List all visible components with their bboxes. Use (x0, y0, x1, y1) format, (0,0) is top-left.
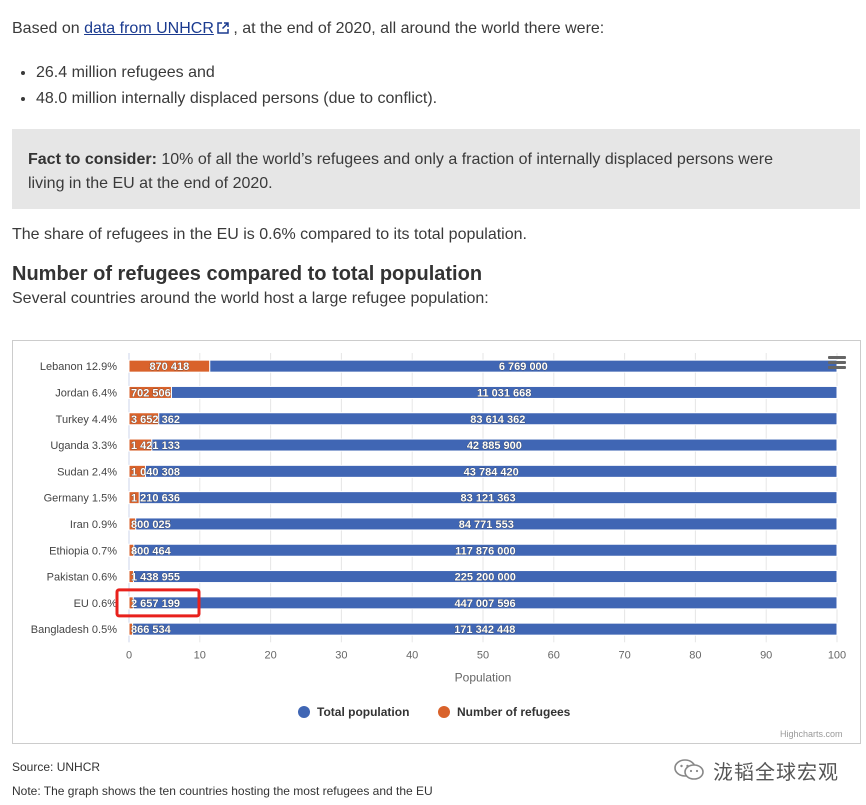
eu-share-text: The share of refugees in the EU is 0.6% … (12, 226, 527, 243)
fact-idps: 48.0 million internally displaced person… (36, 86, 437, 112)
category-label: Iran 0.9% (70, 519, 117, 531)
fact-box-label: Fact to consider: (28, 151, 157, 168)
bar-refugees (128, 359, 211, 373)
x-tick-label: 40 (406, 649, 418, 661)
category-label: Germany 1.5% (44, 493, 118, 505)
section-title: Number of refugees compared to total pop… (12, 263, 483, 285)
chart-menu-icon[interactable] (828, 356, 846, 370)
data-label-refugees: 1 210 636 (131, 493, 180, 505)
bar-refugees (128, 491, 140, 505)
note-text: Note: The graph shows the ten countries … (12, 784, 433, 798)
fact-refugees: 26.4 million refugees and (36, 60, 437, 86)
x-tick-label: 30 (335, 649, 347, 661)
bar-refugees (128, 464, 146, 478)
data-label-total: 225 200 000 (455, 572, 516, 584)
x-tick-label: 90 (760, 649, 772, 661)
external-link-icon (217, 22, 229, 34)
highcharts-credits[interactable]: Highcharts.com (780, 729, 843, 739)
category-label: Sudan 2.4% (57, 466, 117, 478)
x-tick-label: 10 (194, 649, 206, 661)
data-label-total: 43 784 420 (464, 466, 519, 478)
legend-item-total: Total population (317, 705, 409, 719)
eu-highlight-box (115, 588, 201, 618)
legend-symbol-total (298, 706, 310, 718)
bar-refugees (128, 596, 134, 610)
x-tick-label: 100 (828, 649, 846, 661)
data-label-refugees: 2 657 199 (131, 598, 180, 610)
watermark: 泷韬全球宏观 (673, 756, 839, 784)
legend-item-refugees: Number of refugees (457, 705, 571, 719)
data-label-refugees: 3 652 362 (131, 414, 180, 426)
category-label: Bangladesh 0.5% (31, 624, 117, 636)
wechat-icon (674, 759, 704, 780)
data-label-refugees: 866 534 (131, 624, 172, 636)
data-label-refugees: 870 418 (149, 361, 189, 373)
x-tick-label: 60 (548, 649, 560, 661)
x-axis-title: Population (455, 670, 512, 684)
unhcr-data-link[interactable]: data from UNHCR (84, 20, 229, 37)
data-label-total: 447 007 596 (455, 598, 516, 610)
bar-refugees (128, 385, 172, 399)
fact-box-text: 10% of all the world’s refugees and only… (28, 151, 773, 192)
x-tick-label: 80 (689, 649, 701, 661)
watermark-text: 泷韬全球宏观 (713, 761, 839, 784)
data-label-total: 42 885 900 (467, 440, 522, 452)
data-label-total: 6 769 000 (499, 361, 548, 373)
bar-refugees (128, 517, 137, 531)
section-subtitle: Several countries around the world host … (12, 290, 489, 307)
data-label-refugees: 800 025 (131, 519, 171, 531)
category-label: Jordan 6.4% (55, 387, 117, 399)
category-label: Ethiopia 0.7% (49, 545, 117, 557)
data-label-refugees: 1 421 133 (131, 440, 180, 452)
x-tick-label: 50 (477, 649, 489, 661)
data-label-total: 84 771 553 (459, 519, 514, 531)
facts-list: 26.4 million refugees and 48.0 million i… (12, 60, 437, 112)
data-label-total: 171 342 448 (454, 624, 515, 636)
chart-container: 0 10 20 30 40 50 60 70 80 90 100 Lebanon 12.9% 6 769… (12, 340, 861, 744)
x-tick-label: 0 (126, 649, 132, 661)
x-tick-label: 20 (264, 649, 276, 661)
bar-refugees (128, 543, 135, 557)
category-label: Pakistan 0.6% (47, 572, 118, 584)
bar-refugees (128, 570, 134, 584)
bar-refugees (128, 622, 134, 636)
fact-box: Fact to consider: 10% of all the world’s… (12, 129, 860, 209)
source-text: Source: UNHCR (12, 760, 101, 774)
data-label-total: 117 876 000 (455, 545, 516, 557)
bar-refugees (128, 412, 160, 426)
stacked-bar-chart: 0 10 20 30 40 50 60 70 80 90 100 Lebanon 12.9% 6 769… (31, 353, 846, 719)
data-label-refugees: 1 040 308 (131, 466, 180, 478)
bar-refugees (128, 438, 153, 452)
data-label-refugees: 1 438 955 (131, 572, 180, 584)
x-tick-label: 70 (618, 649, 630, 661)
data-label-total: 83 121 363 (461, 493, 516, 505)
legend-symbol-refugees (438, 706, 450, 718)
data-label-total: 11 031 668 (477, 387, 531, 399)
intro-paragraph: Based on data from UNHCR , at the end of… (12, 20, 604, 38)
category-label: Uganda 3.3% (50, 440, 117, 452)
intro-before: Based on (12, 20, 85, 37)
data-label-refugees: 702 506 (131, 387, 171, 399)
data-label-refugees: 800 464 (131, 545, 172, 557)
intro-after: , at the end of 2020, all around the wor… (233, 20, 605, 37)
category-label: EU 0.6% (74, 598, 118, 610)
category-label: Turkey 4.4% (56, 414, 118, 426)
data-label-total: 83 614 362 (470, 414, 525, 426)
category-label: Lebanon 12.9% (40, 361, 117, 373)
